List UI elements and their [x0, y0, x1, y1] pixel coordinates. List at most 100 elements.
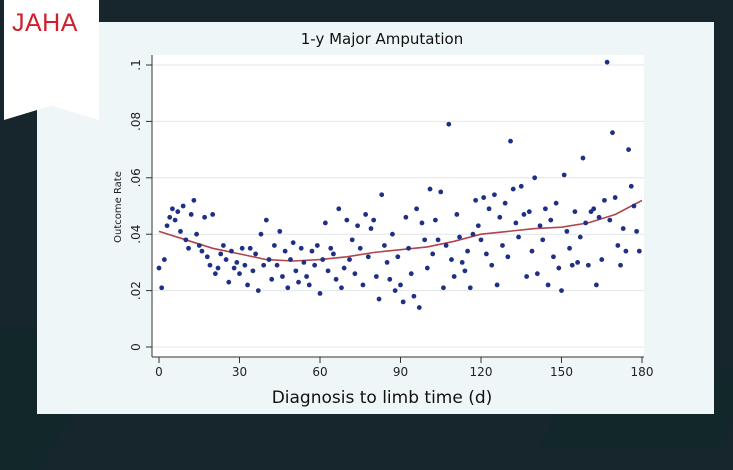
data-point	[202, 214, 208, 220]
data-point	[199, 248, 205, 254]
plot-area	[152, 55, 644, 357]
data-point	[572, 209, 578, 215]
x-tick-label: 30	[232, 365, 247, 379]
data-point	[438, 189, 444, 195]
data-point	[266, 257, 272, 262]
data-point	[234, 260, 240, 265]
data-point	[221, 243, 226, 248]
data-point	[237, 271, 242, 277]
data-point	[513, 220, 519, 226]
data-point	[553, 200, 559, 206]
x-axis-label: Diagnosis to limb time (d)	[272, 388, 493, 408]
data-point	[537, 223, 543, 229]
data-point	[245, 282, 250, 288]
data-point	[363, 212, 369, 217]
fit-line	[158, 199, 643, 262]
data-point	[183, 237, 189, 243]
data-point	[387, 276, 393, 282]
data-point	[604, 59, 610, 65]
data-point	[384, 260, 390, 265]
data-point	[631, 203, 637, 209]
data-point	[486, 206, 492, 212]
data-point	[333, 276, 339, 282]
journal-tab: JAHA	[4, 0, 99, 120]
data-point	[446, 121, 452, 127]
data-point	[543, 206, 548, 212]
figure-panel: 1-y Major Amputation 0 .02 .04 .06 .08 .1 0 30 6…	[37, 22, 714, 414]
data-point	[344, 217, 350, 223]
data-point	[349, 237, 355, 243]
data-point	[492, 192, 497, 198]
data-point	[628, 183, 634, 189]
data-point	[188, 212, 194, 217]
data-point	[607, 217, 613, 223]
data-point	[336, 206, 342, 212]
data-point	[534, 271, 540, 277]
data-point	[196, 243, 202, 248]
data-point	[309, 248, 315, 254]
data-point	[360, 282, 366, 288]
data-point	[239, 245, 245, 251]
data-point	[306, 282, 312, 288]
data-point	[229, 248, 234, 254]
data-point	[593, 282, 599, 288]
data-point	[478, 237, 484, 243]
x-tick-label: 150	[550, 365, 573, 379]
data-point	[355, 223, 360, 229]
data-point	[489, 262, 495, 268]
data-point	[532, 175, 538, 181]
data-point	[483, 251, 489, 257]
data-point	[551, 254, 556, 260]
data-point	[212, 271, 218, 277]
data-point	[636, 248, 642, 254]
data-point	[634, 228, 640, 234]
data-point	[419, 220, 425, 226]
data-point	[500, 243, 505, 248]
data-point	[167, 214, 173, 220]
data-point	[277, 228, 283, 234]
data-point	[376, 296, 382, 302]
data-point	[416, 305, 422, 310]
data-point	[564, 228, 570, 234]
data-point	[575, 260, 580, 265]
data-point	[567, 245, 572, 251]
data-point	[395, 254, 401, 260]
data-point	[521, 212, 527, 217]
data-point	[191, 197, 197, 203]
data-point	[357, 245, 363, 251]
data-point	[612, 195, 618, 200]
data-point	[422, 237, 428, 243]
data-point	[304, 274, 309, 279]
data-point	[218, 251, 224, 257]
data-point	[282, 248, 288, 254]
data-point	[242, 262, 248, 268]
data-point	[626, 147, 631, 152]
journal-logo: JAHA	[12, 9, 78, 37]
data-point	[497, 214, 503, 220]
data-point	[255, 288, 261, 293]
data-point	[427, 186, 433, 192]
y-axis-label: Outcome Rate	[113, 171, 124, 243]
data-point	[596, 214, 602, 220]
data-point	[263, 217, 269, 223]
data-point	[352, 271, 358, 277]
x-tick-label: 60	[312, 365, 327, 379]
data-point	[585, 262, 591, 268]
data-point	[285, 285, 291, 291]
data-point	[505, 254, 511, 260]
data-point	[204, 254, 210, 260]
data-point	[449, 257, 454, 262]
data-point	[298, 245, 304, 251]
data-point	[322, 220, 328, 226]
data-point	[406, 245, 411, 251]
data-point	[274, 262, 280, 268]
data-point	[529, 248, 535, 254]
data-point	[317, 291, 323, 296]
data-point	[540, 237, 546, 243]
data-point	[475, 223, 481, 229]
data-point	[591, 206, 597, 212]
data-point	[253, 251, 258, 257]
data-point	[561, 172, 567, 178]
data-point	[312, 262, 318, 268]
data-point	[226, 279, 232, 285]
